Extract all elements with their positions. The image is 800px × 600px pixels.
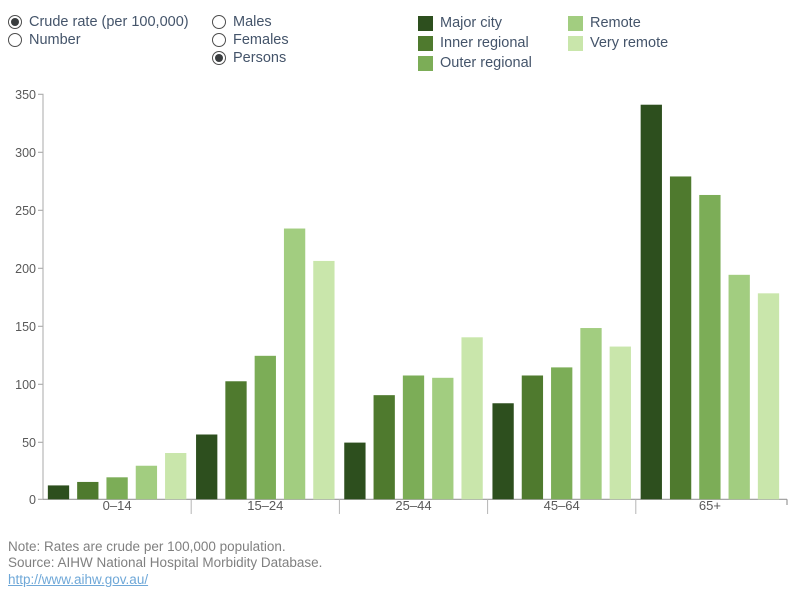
svg-text:45–64: 45–64 bbox=[544, 498, 580, 513]
svg-text:300: 300 bbox=[15, 146, 36, 160]
svg-text:25–44: 25–44 bbox=[395, 498, 431, 513]
svg-text:0–14: 0–14 bbox=[103, 498, 132, 513]
svg-text:350: 350 bbox=[15, 88, 36, 102]
svg-text:200: 200 bbox=[15, 262, 36, 276]
svg-text:65+: 65+ bbox=[699, 498, 721, 513]
svg-text:100: 100 bbox=[15, 378, 36, 392]
svg-text:50: 50 bbox=[22, 436, 36, 450]
svg-text:15–24: 15–24 bbox=[247, 498, 283, 513]
svg-text:250: 250 bbox=[15, 204, 36, 218]
svg-text:150: 150 bbox=[15, 320, 36, 334]
svg-text:0: 0 bbox=[29, 493, 36, 507]
